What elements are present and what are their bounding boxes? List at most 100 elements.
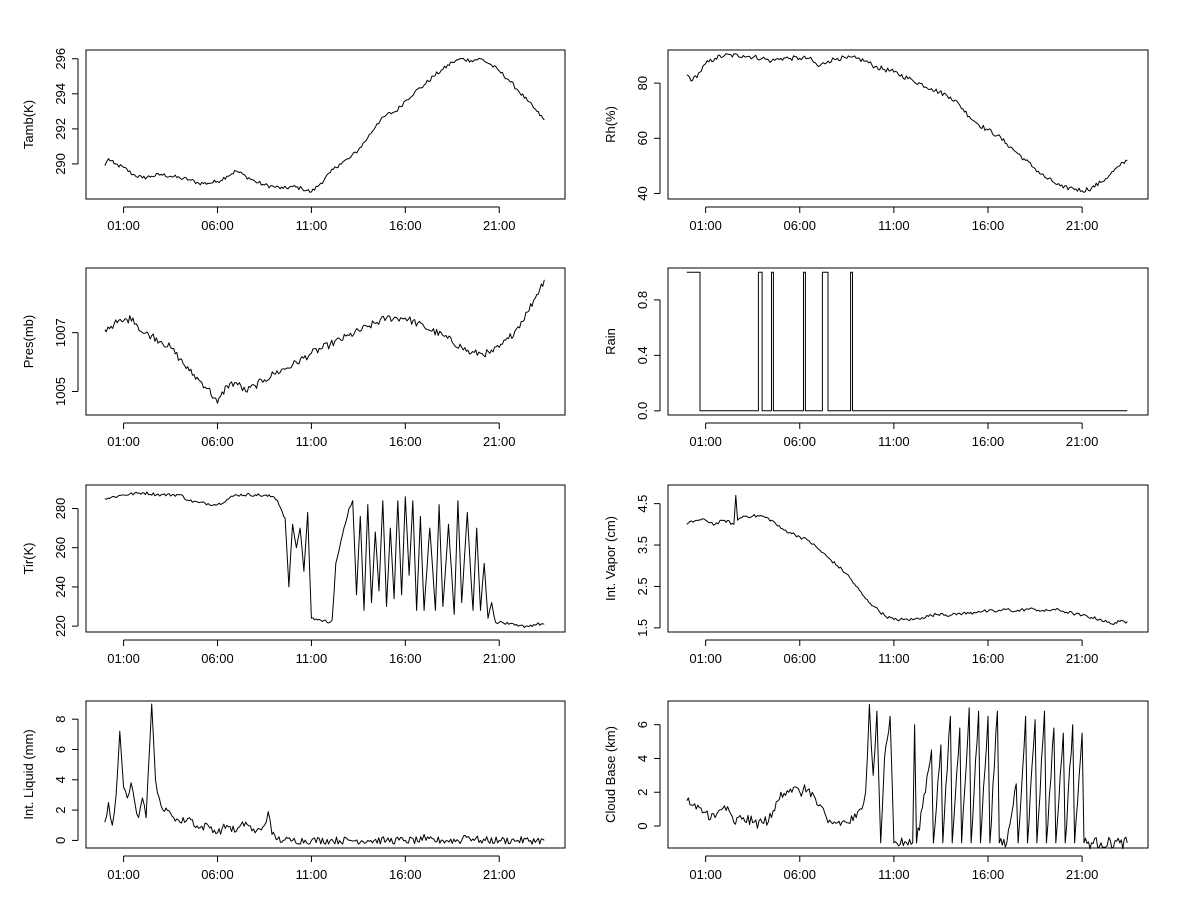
series-line-1 xyxy=(686,703,1128,850)
x-tick-label: 01:00 xyxy=(689,218,722,233)
x-tick-label: 16:00 xyxy=(389,651,422,666)
x-tick-label: 21:00 xyxy=(1066,867,1099,882)
y-tick-label: 0.0 xyxy=(635,402,650,420)
x-tick-label: 16:00 xyxy=(389,218,422,233)
x-tick-label: 11:00 xyxy=(296,434,328,449)
plot-frame xyxy=(667,267,1149,416)
y-tick-label: 280 xyxy=(53,498,68,520)
y-tick-label: 0 xyxy=(635,822,650,829)
plot-frame xyxy=(85,484,566,633)
y-tick-label: 8 xyxy=(53,716,68,723)
panel-5: 01:00 06:00 11:00 16:00 21:00 220 240 260 280 Tir… xyxy=(21,484,566,666)
y-tick-label: 6 xyxy=(635,721,650,728)
x-tick-label: 11:00 xyxy=(878,434,910,449)
x-tick-label: 16:00 xyxy=(972,651,1005,666)
x-axis: 01:00 06:00 11:00 16:00 21:00 xyxy=(689,639,1099,666)
x-tick-label: 16:00 xyxy=(972,434,1005,449)
y-tick-label: 1005 xyxy=(53,377,68,406)
x-tick-label: 11:00 xyxy=(296,651,328,666)
x-axis: 01:00 06:00 11:00 16:00 21:00 xyxy=(107,206,516,233)
y-tick-label: 220 xyxy=(53,615,68,637)
y-axis-label: Tir(K) xyxy=(21,542,36,574)
y-tick-label: 4 xyxy=(635,755,650,762)
x-tick-label: 01:00 xyxy=(689,867,722,882)
y-axis-label: Cloud Base (km) xyxy=(603,726,618,823)
x-tick-label: 16:00 xyxy=(389,434,422,449)
x-tick-label: 06:00 xyxy=(201,651,234,666)
plot-frame xyxy=(667,49,1149,200)
y-tick-label: 80 xyxy=(635,76,650,90)
y-tick-label: 296 xyxy=(53,48,68,70)
plot-frame xyxy=(667,484,1149,633)
x-tick-label: 21:00 xyxy=(1066,434,1099,449)
series-line-1 xyxy=(104,57,545,193)
y-tick-label: 3.5 xyxy=(635,536,650,554)
x-tick-label: 16:00 xyxy=(389,867,422,882)
panel-4: 01:00 06:00 11:00 16:00 21:00 0.0 0.4 0.8 Rain xyxy=(603,267,1149,449)
y-tick-label: 2 xyxy=(53,806,68,813)
panel-3: 01:00 06:00 11:00 16:00 21:00 1005 1007 Pres(mb… xyxy=(21,267,566,449)
y-axis: 40 60 80 xyxy=(635,76,661,201)
x-tick-label: 06:00 xyxy=(201,218,234,233)
x-axis: 01:00 06:00 11:00 16:00 21:00 xyxy=(689,206,1099,233)
x-axis: 01:00 06:00 11:00 16:00 21:00 xyxy=(107,855,516,882)
series-line-1 xyxy=(104,491,545,628)
x-tick-label: 21:00 xyxy=(1066,218,1099,233)
series-line-1 xyxy=(104,279,545,404)
y-axis: 0 2 4 6 8 xyxy=(53,716,79,844)
x-tick-label: 21:00 xyxy=(483,434,516,449)
y-axis-label: Rh(%) xyxy=(603,106,618,143)
y-axis: 0.0 0.4 0.8 xyxy=(635,291,661,420)
y-tick-label: 60 xyxy=(635,131,650,145)
y-tick-label: 292 xyxy=(53,118,68,140)
y-axis-label: Int. Vapor (cm) xyxy=(603,516,618,601)
x-tick-label: 16:00 xyxy=(972,218,1005,233)
x-tick-label: 11:00 xyxy=(296,218,328,233)
x-axis: 01:00 06:00 11:00 16:00 21:00 xyxy=(689,422,1099,449)
x-tick-label: 06:00 xyxy=(783,867,816,882)
x-axis: 01:00 06:00 11:00 16:00 21:00 xyxy=(689,855,1099,882)
plot-frame xyxy=(85,700,566,849)
y-tick-label: 2 xyxy=(635,789,650,796)
plot-frame xyxy=(667,700,1149,849)
x-tick-label: 01:00 xyxy=(107,651,140,666)
y-tick-label: 240 xyxy=(53,576,68,598)
x-tick-label: 21:00 xyxy=(483,218,516,233)
x-tick-label: 16:00 xyxy=(972,867,1005,882)
y-axis: 220 240 260 280 xyxy=(53,498,79,637)
x-tick-label: 01:00 xyxy=(107,434,140,449)
plot-frame xyxy=(85,49,566,200)
y-axis: 290 292 294 296 xyxy=(53,48,79,175)
x-tick-label: 06:00 xyxy=(201,867,234,882)
x-tick-label: 11:00 xyxy=(878,218,910,233)
y-axis-label: Tamb(K) xyxy=(21,100,36,149)
y-axis: 1005 1007 xyxy=(53,318,79,406)
y-tick-label: 4 xyxy=(53,776,68,783)
series-line-1 xyxy=(686,271,1128,412)
panel-2: 01:00 06:00 11:00 16:00 21:00 40 60 80 Rh(%) xyxy=(603,49,1149,233)
y-tick-label: 40 xyxy=(635,186,650,200)
panel-7: 01:00 06:00 11:00 16:00 21:00 0 2 4 6 8 Int. Liqui… xyxy=(21,700,566,882)
x-tick-label: 06:00 xyxy=(783,434,816,449)
x-tick-label: 21:00 xyxy=(483,651,516,666)
y-tick-label: 2.5 xyxy=(635,577,650,595)
x-tick-label: 01:00 xyxy=(689,651,722,666)
x-axis: 01:00 06:00 11:00 16:00 21:00 xyxy=(107,639,516,666)
y-tick-label: 0.8 xyxy=(635,291,650,309)
x-tick-label: 11:00 xyxy=(296,867,328,882)
y-tick-label: 0.4 xyxy=(635,346,650,364)
x-tick-label: 21:00 xyxy=(483,867,516,882)
panel-6: 01:00 06:00 11:00 16:00 21:00 1.5 2.5 3.5 4.5 Int… xyxy=(603,484,1149,666)
x-tick-label: 06:00 xyxy=(783,651,816,666)
y-axis-label: Rain xyxy=(603,328,618,355)
x-tick-label: 21:00 xyxy=(1066,651,1099,666)
x-tick-label: 11:00 xyxy=(878,867,910,882)
series-line-1 xyxy=(686,53,1128,193)
y-tick-label: 294 xyxy=(53,83,68,105)
y-axis-label: Pres(mb) xyxy=(21,315,36,368)
series-line-1 xyxy=(686,494,1128,626)
plot-frame xyxy=(85,267,566,416)
x-tick-label: 06:00 xyxy=(201,434,234,449)
y-tick-label: 260 xyxy=(53,537,68,559)
